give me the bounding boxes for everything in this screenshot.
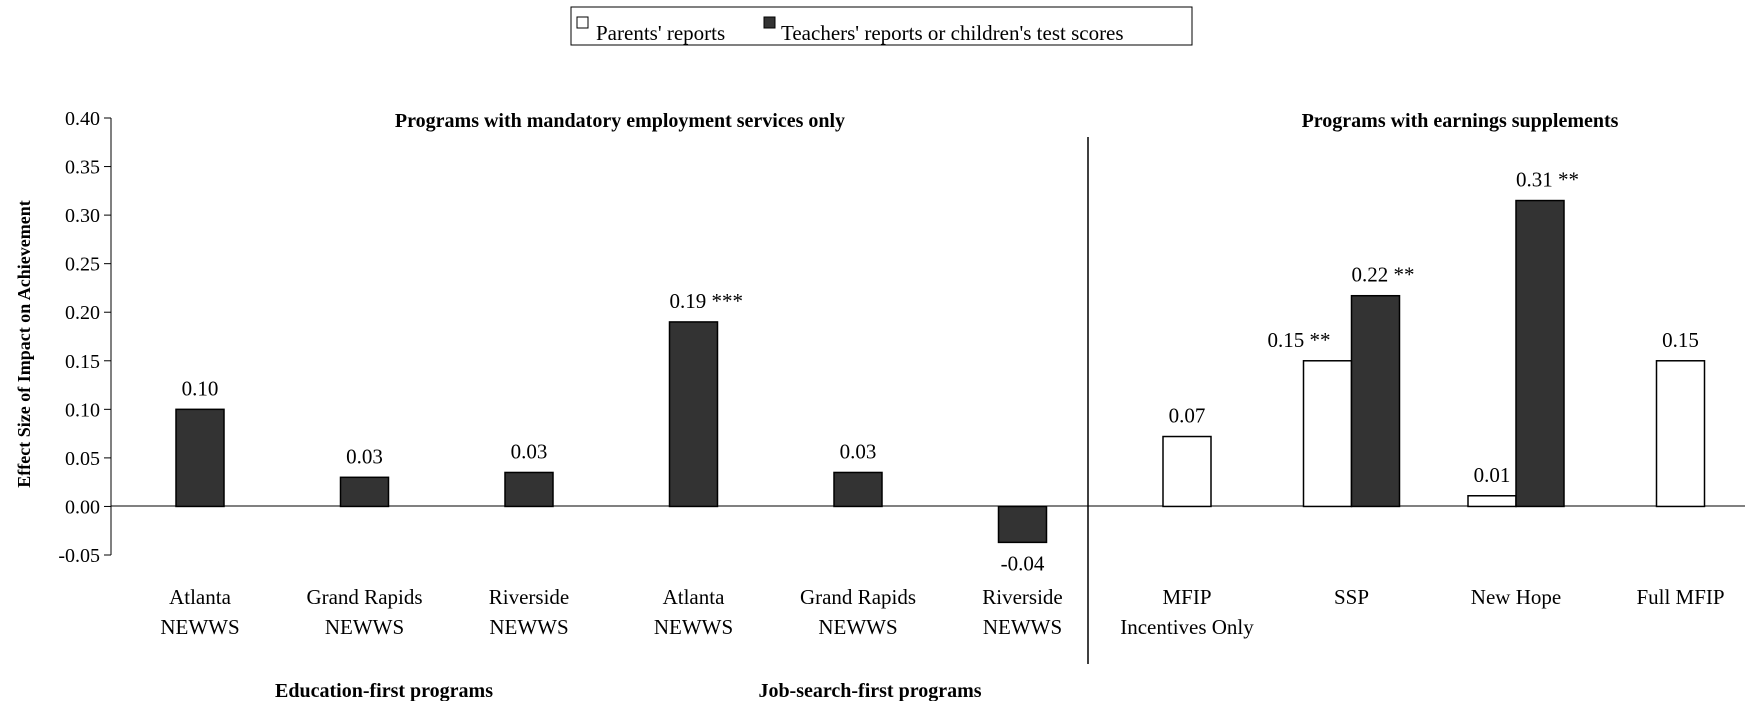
value-label: 0.15 ** <box>1268 328 1331 352</box>
bar-teachers <box>1515 199 1565 508</box>
category-label-line1: Atlanta <box>663 585 725 609</box>
y-tick-label: 0.05 <box>65 448 100 470</box>
y-tick-label: 0.15 <box>65 351 100 373</box>
value-label: 0.03 <box>346 444 383 468</box>
value-label: 0.15 <box>1662 328 1699 352</box>
y-tick-label: 0.10 <box>65 399 100 421</box>
bar-teachers <box>1350 294 1401 508</box>
value-label: 0.03 <box>511 439 548 463</box>
bar-teachers <box>833 471 883 508</box>
category-label-line2: NEWWS <box>160 615 239 639</box>
value-label: 0.10 <box>182 376 219 400</box>
legend: Parents' reports Teachers' reports or ch… <box>570 6 1193 46</box>
value-label: 0.31 ** <box>1516 168 1579 192</box>
bar-teachers <box>997 505 1048 544</box>
category-label-line1: Riverside <box>982 585 1062 609</box>
y-tick-label: 0.30 <box>65 205 100 227</box>
category-label-line2: NEWWS <box>325 615 404 639</box>
bar-teachers <box>339 476 390 508</box>
y-tick-label: 0.25 <box>65 254 100 276</box>
bar-parents <box>1467 495 1517 508</box>
y-tick-label: 0.35 <box>65 157 100 179</box>
value-label: 0.22 ** <box>1352 263 1415 287</box>
legend-swatch-teachers <box>763 16 776 29</box>
category-label-line2: NEWWS <box>983 615 1062 639</box>
bar-parents <box>1655 360 1706 508</box>
legend-label-teachers: Teachers' reports or children's test sco… <box>781 21 1124 45</box>
category-label-line2: Incentives Only <box>1120 615 1254 639</box>
value-label: 0.19 *** <box>670 289 744 313</box>
y-axis-title: Effect Size of Impact on Achievement <box>14 200 34 487</box>
y-tick-label: -0.05 <box>58 545 100 567</box>
y-tick-label: 0.00 <box>65 496 100 518</box>
value-label: 0.01 <box>1474 463 1511 487</box>
category-label-line2: NEWWS <box>818 615 897 639</box>
category-label-line1: Atlanta <box>169 585 231 609</box>
legend-box <box>570 6 1193 46</box>
category-label-line1: Riverside <box>489 585 569 609</box>
category-label-line1: New Hope <box>1471 585 1561 609</box>
group-title-job-search-first: Job-search-first programs <box>758 680 981 701</box>
category-label-line1: Grand Rapids <box>800 585 916 609</box>
bars <box>175 199 1706 544</box>
category-label-line2: NEWWS <box>489 615 568 639</box>
legend-swatch-parents <box>576 16 589 29</box>
category-label-line1: SSP <box>1334 585 1369 609</box>
bar-teachers <box>504 471 554 508</box>
value-label: -0.04 <box>1001 551 1045 575</box>
group-title-supplements: Programs with earnings supplements <box>1302 110 1619 132</box>
category-label-line2: NEWWS <box>654 615 733 639</box>
value-label: 0.07 <box>1169 404 1206 428</box>
value-labels: 0.10 0.03 0.03 0.19 *** 0.03 -0.04 0.07 0.15 **… <box>182 168 1699 576</box>
category-label-line1: Full MFIP <box>1636 585 1724 609</box>
bar-teachers <box>175 408 225 508</box>
category-label-line1: MFIP <box>1162 585 1211 609</box>
category-labels: Atlanta NEWWS Grand Rapids NEWWS Riverside NE… <box>160 585 1724 639</box>
bar-parents <box>1302 360 1353 508</box>
y-tick-label: 0.20 <box>65 302 100 324</box>
bar-parents <box>1162 435 1212 508</box>
bar-teachers <box>668 321 719 508</box>
y-tick-label: 0.40 <box>65 108 100 130</box>
y-ticks: 0.40 0.35 0.30 0.25 0.20 0.15 0.10 0.05 0.00 -0.0… <box>58 108 111 567</box>
legend-label-parents: Parents' reports <box>596 21 725 45</box>
group-title-mandatory: Programs with mandatory employment servi… <box>395 110 845 132</box>
group-title-education-first: Education-first programs <box>275 680 493 701</box>
value-label: 0.03 <box>840 439 877 463</box>
category-label-line1: Grand Rapids <box>306 585 422 609</box>
